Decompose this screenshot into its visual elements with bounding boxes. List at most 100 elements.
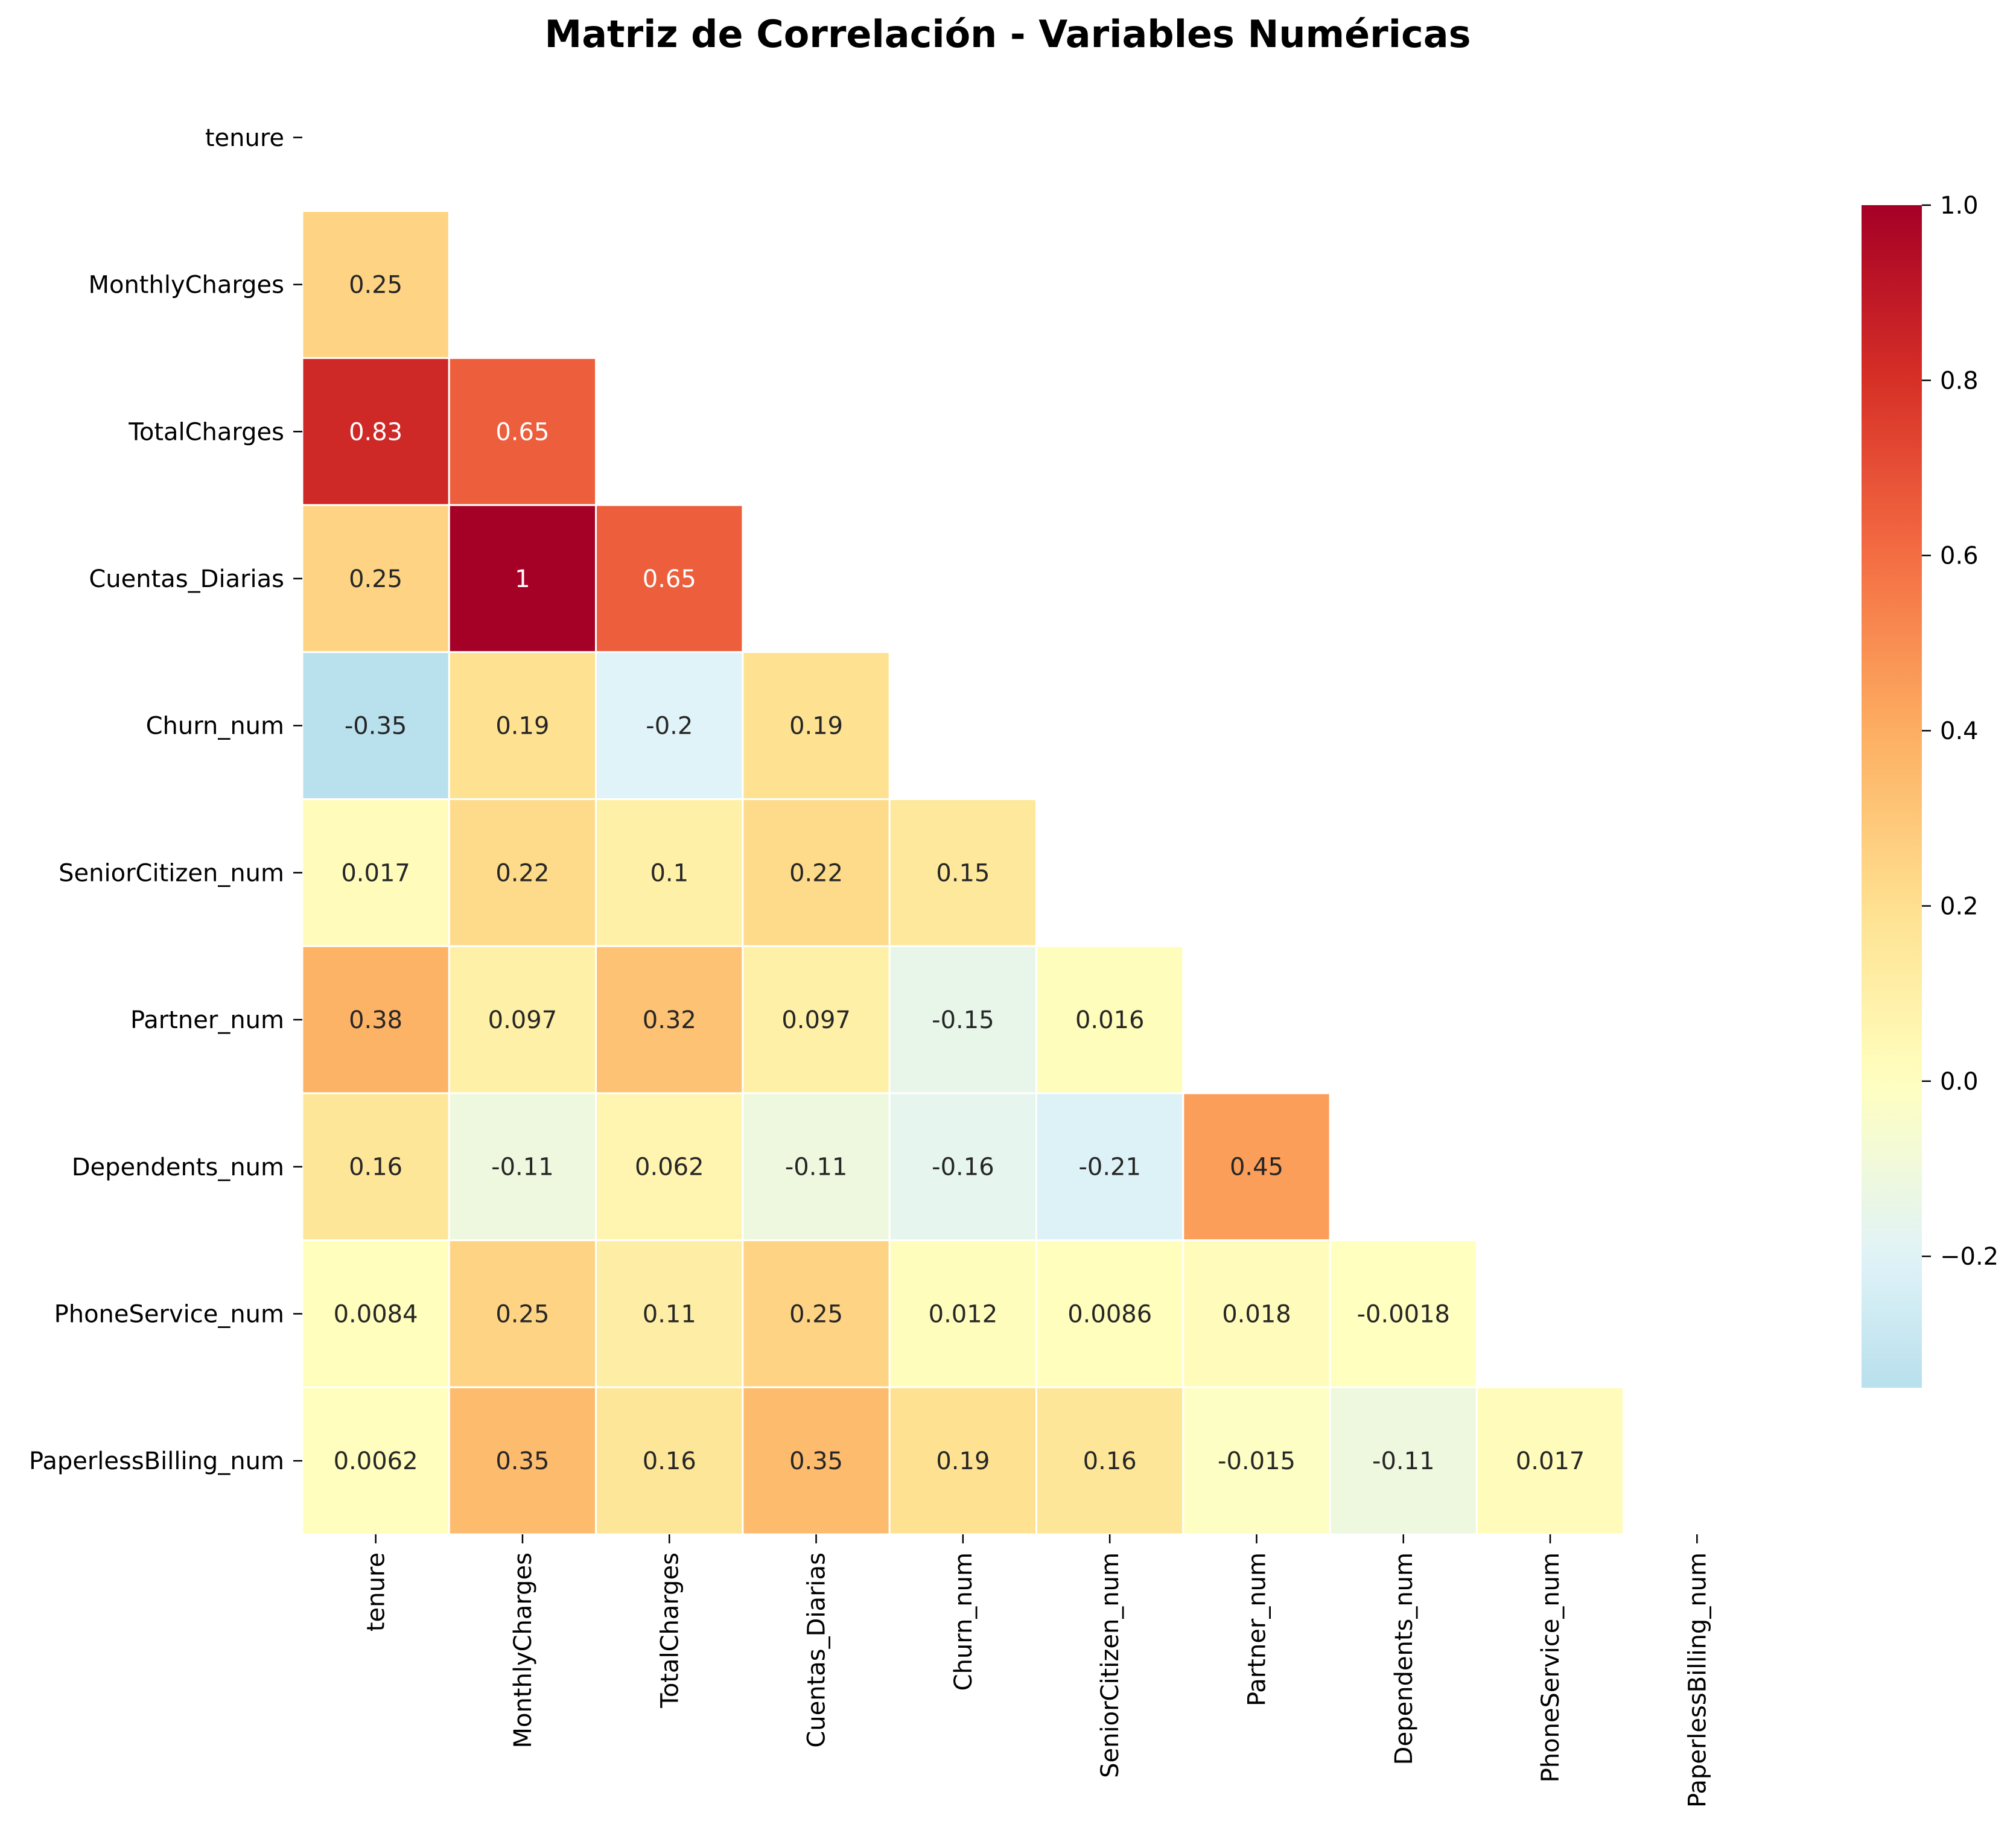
cell-value-label: 0.097: [781, 1006, 851, 1034]
y-tick-label-PhoneService_num: PhoneService_num: [54, 1300, 284, 1328]
cell-value-label: 0.22: [789, 859, 843, 887]
cell-value-label: -0.11: [1372, 1447, 1435, 1475]
cell-value-label: -0.11: [785, 1154, 848, 1181]
x-tick-label-Partner_num: Partner_num: [1243, 1552, 1271, 1706]
cell-value-label: -0.015: [1218, 1447, 1296, 1475]
cell-value-label: 0.35: [495, 1447, 549, 1475]
cell-value-label: 0.15: [936, 859, 990, 887]
x-tick-label-MonthlyCharges: MonthlyCharges: [509, 1552, 537, 1749]
heatmap-cell-PaperlessBilling_num-PhoneService_num: [1475, 1386, 1625, 1536]
x-tick-label-Churn_num: Churn_num: [950, 1552, 978, 1691]
cell-value-label: 0.0086: [1067, 1300, 1152, 1328]
cell-value-label: 0.65: [643, 565, 696, 593]
heatmap-cell-TotalCharges-tenure: [301, 357, 450, 506]
cell-value-label: -0.2: [646, 713, 693, 740]
y-tick-label-MonthlyCharges: MonthlyCharges: [88, 272, 284, 299]
x-tick-label-SeniorCitizen_num: SeniorCitizen_num: [1096, 1552, 1124, 1778]
x-tick-label-PaperlessBilling_num: PaperlessBilling_num: [1684, 1552, 1711, 1808]
heatmap-cell-SeniorCitizen_num-Cuentas_Diarias: [742, 798, 891, 947]
cell-value-label: 0.016: [1075, 1006, 1145, 1034]
heatmap-cell-PhoneService_num-tenure: [301, 1239, 450, 1388]
heatmap-cell-SeniorCitizen_num-Churn_num: [888, 798, 1037, 947]
heatmap-cell-PhoneService_num-TotalCharges: [595, 1239, 744, 1388]
colorbar-tick-label: −0.2: [1940, 1243, 1999, 1271]
cell-value-label: 0.19: [495, 713, 549, 740]
x-tick-label-Dependents_num: Dependents_num: [1390, 1552, 1418, 1765]
heatmap-cell-Partner_num-TotalCharges: [595, 945, 744, 1094]
colorbar-gradient: [1862, 205, 1922, 1388]
colorbar-tick-label: 0.8: [1940, 367, 1979, 395]
cell-value-label: 0.83: [349, 418, 402, 446]
heatmap-cell-SeniorCitizen_num-TotalCharges: [595, 798, 744, 947]
x-tick-label-Cuentas_Diarias: Cuentas_Diarias: [803, 1552, 831, 1748]
cell-value-label: 0.32: [643, 1006, 696, 1034]
heatmap-cell-Cuentas_Diarias-tenure: [301, 504, 450, 653]
cell-value-label: 0.11: [643, 1300, 696, 1328]
y-tick-label-Cuentas_Diarias: Cuentas_Diarias: [89, 565, 284, 593]
y-axis-labels: tenure MonthlyCharges TotalCharges Cuentas_…: [29, 124, 302, 1475]
heatmap-cell-PaperlessBilling_num-tenure: [301, 1386, 450, 1536]
cell-value-label: 0.012: [929, 1300, 998, 1328]
colorbar-tick-label: 0.2: [1940, 893, 1979, 921]
colorbar-tick-label: 1.0: [1940, 192, 1979, 220]
heatmap-cell-Partner_num-Cuentas_Diarias: [742, 945, 891, 1094]
heatmap-cell-PaperlessBilling_num-Partner_num: [1182, 1386, 1331, 1536]
cell-value-label: 0.1: [650, 859, 688, 887]
heatmap-cell-Cuentas_Diarias-TotalCharges: [595, 504, 744, 653]
heatmap-cell-PaperlessBilling_num-TotalCharges: [595, 1386, 744, 1536]
x-tick-label-TotalCharges: TotalCharges: [656, 1552, 684, 1709]
y-tick-label-TotalCharges: TotalCharges: [128, 418, 284, 446]
colorbar-tick-label: 0.0: [1940, 1068, 1979, 1096]
colorbar-tick-label: 0.4: [1940, 717, 1979, 745]
cell-value-label: 0.22: [495, 859, 549, 887]
x-tick-label-tenure: tenure: [363, 1552, 390, 1631]
colorbar-tick-label: 0.6: [1940, 542, 1979, 570]
cell-value-label: 0.19: [936, 1447, 990, 1475]
heatmap-cell-Dependents_num-SeniorCitizen_num: [1035, 1092, 1184, 1242]
cell-value-label: 0.25: [349, 272, 402, 299]
heatmap-cell-Partner_num-Churn_num: [888, 945, 1037, 1094]
heatmap-cell-MonthlyCharges-tenure: [301, 210, 450, 359]
x-axis-labels: tenure MonthlyCharges TotalCharges Cuentas_…: [363, 1534, 1711, 1808]
y-tick-label-Dependents_num: Dependents_num: [72, 1154, 284, 1181]
heatmap-cell-Cuentas_Diarias-MonthlyCharges: [448, 504, 597, 653]
heatmap-cell-Dependents_num-Partner_num: [1182, 1092, 1331, 1242]
cell-value-label: 0.017: [341, 859, 410, 887]
cell-value-label: 0.0084: [334, 1300, 418, 1328]
heatmap-cell-Partner_num-SeniorCitizen_num: [1035, 945, 1184, 1094]
cell-value-label: -0.35: [345, 713, 407, 740]
heatmap-cell-Churn_num-Cuentas_Diarias: [742, 651, 891, 801]
y-tick-label-Churn_num: Churn_num: [146, 713, 284, 740]
heatmap-cell-TotalCharges-MonthlyCharges: [448, 357, 597, 506]
chart-title: Matriz de Correlación - Variables Numéri…: [545, 12, 1471, 56]
y-tick-label-Partner_num: Partner_num: [130, 1006, 284, 1034]
cell-value-label: 1: [515, 565, 530, 593]
cell-value-label: 0.25: [495, 1300, 549, 1328]
y-tick-label-PaperlessBilling_num: PaperlessBilling_num: [29, 1447, 284, 1475]
cell-value-label: 0.65: [495, 418, 549, 446]
heatmap-cell-PhoneService_num-Partner_num: [1182, 1239, 1331, 1388]
cell-value-label: 0.017: [1516, 1447, 1585, 1475]
cell-value-label: 0.38: [349, 1006, 402, 1034]
colorbar: 1.0 0.8 0.6 0.4 0.2 0.0 −0.2: [1862, 192, 1999, 1388]
cell-value-label: -0.16: [932, 1154, 994, 1181]
heatmap-cells: 0.25 0.83 0.65 0.25 1 0.65 -0.35 0.19 -0.2 0.19 0.…: [301, 210, 1625, 1536]
x-tick-label-PhoneService_num: PhoneService_num: [1537, 1552, 1565, 1782]
heatmap-cell-Partner_num-MonthlyCharges: [448, 945, 597, 1094]
cell-value-label: -0.15: [932, 1006, 994, 1034]
heatmap-cell-PaperlessBilling_num-MonthlyCharges: [448, 1386, 597, 1536]
cell-value-label: 0.25: [349, 565, 402, 593]
cell-value-label: 0.062: [635, 1154, 704, 1181]
cell-value-label: 0.16: [643, 1447, 696, 1475]
heatmap-cell-PaperlessBilling_num-Cuentas_Diarias: [742, 1386, 891, 1536]
cell-value-label: 0.0062: [334, 1447, 418, 1475]
cell-value-label: -0.0018: [1357, 1300, 1450, 1328]
heatmap-cell-Churn_num-MonthlyCharges: [448, 651, 597, 801]
heatmap-cell-Dependents_num-Cuentas_Diarias: [742, 1092, 891, 1242]
cell-value-label: 0.018: [1222, 1300, 1291, 1328]
heatmap-cell-SeniorCitizen_num-MonthlyCharges: [448, 798, 597, 947]
y-tick-label-SeniorCitizen_num: SeniorCitizen_num: [59, 859, 284, 887]
cell-value-label: 0.16: [1083, 1447, 1137, 1475]
cell-value-label: 0.16: [349, 1154, 402, 1181]
